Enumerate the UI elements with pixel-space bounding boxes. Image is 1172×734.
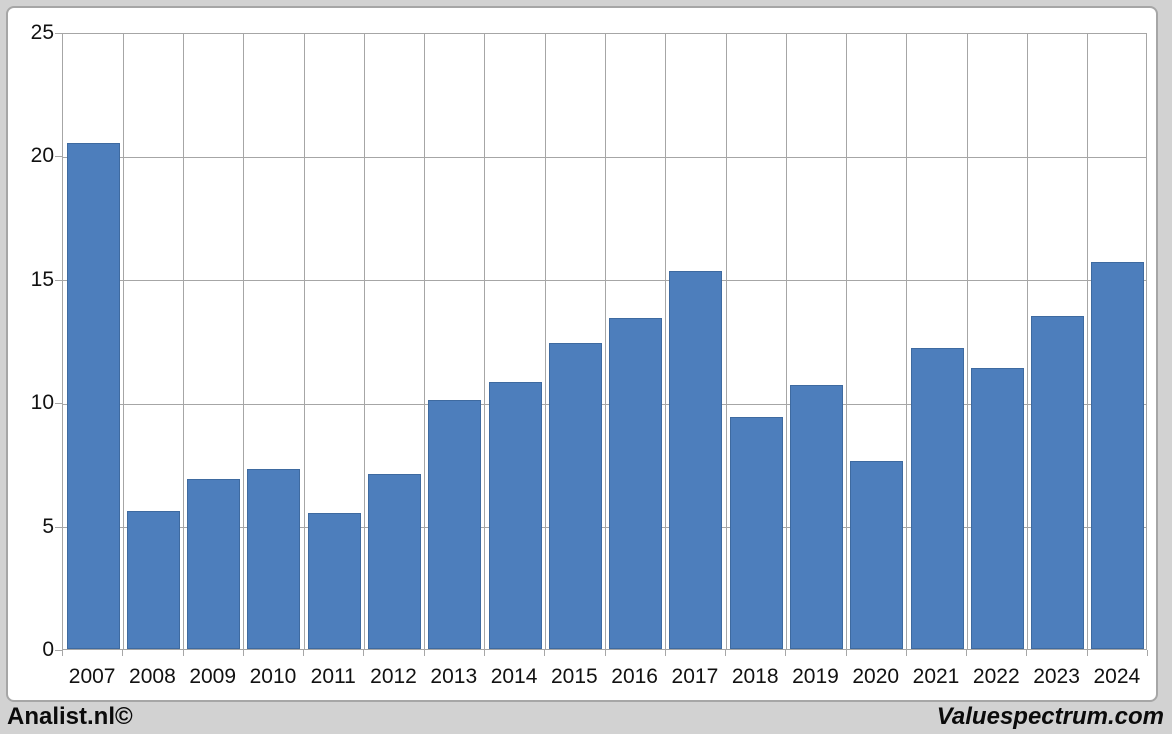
y-axis-tick-mark	[55, 33, 62, 34]
bar-2024	[1091, 261, 1145, 649]
x-axis-tick-label: 2020	[852, 665, 900, 688]
gridline-vertical	[906, 34, 908, 649]
y-axis-tick-label: 5	[42, 514, 54, 538]
bar-2010	[247, 468, 301, 649]
y-axis-tick-label: 20	[30, 144, 54, 168]
y-axis-tick-mark	[55, 156, 62, 158]
y-axis-tick-mark	[55, 279, 62, 281]
gridline-horizontal	[63, 527, 1146, 529]
bar-2015	[548, 342, 602, 649]
x-axis-tick-mark	[483, 650, 485, 656]
footer-bar: Analist.nl© Valuespectrum.com	[0, 701, 1172, 734]
x-axis-tick-mark	[966, 650, 968, 656]
bar-2017	[669, 271, 723, 649]
x-axis-tick-mark	[363, 650, 365, 656]
x-axis-tick-mark	[182, 650, 184, 656]
x-axis-tick-mark	[303, 650, 305, 656]
gridline-vertical	[665, 34, 667, 649]
x-axis-tick-mark	[905, 650, 907, 656]
x-axis-tick-mark	[785, 650, 787, 656]
y-axis-tick-mark	[55, 526, 62, 528]
gridline-vertical	[183, 34, 185, 649]
bar-2012	[368, 473, 422, 649]
bar-2021	[910, 347, 964, 649]
x-axis-tick-mark	[1147, 650, 1148, 656]
plot-area	[62, 33, 1147, 650]
gridline-horizontal	[63, 280, 1146, 282]
bar-2008	[126, 510, 180, 649]
x-axis-tick-mark	[725, 650, 727, 656]
y-axis-tick-label: 10	[30, 391, 54, 415]
x-axis-tick-label: 2016	[611, 665, 658, 688]
bar-2009	[187, 478, 241, 649]
x-axis-tick-mark	[122, 650, 124, 656]
x-axis-tick-label: 2021	[912, 665, 960, 688]
bar-2016	[609, 318, 663, 649]
gridline-vertical	[544, 34, 546, 649]
bar-2011	[307, 513, 361, 649]
x-axis-tick-mark	[242, 650, 244, 656]
gridline-vertical	[424, 34, 426, 649]
footer-right-brand: Valuespectrum.com	[936, 703, 1164, 730]
gridline-vertical	[484, 34, 486, 649]
x-axis-tick-label: 2015	[550, 665, 598, 688]
y-axis-tick-label: 0	[42, 638, 54, 661]
x-axis-tick-label: 2024	[1093, 665, 1141, 688]
x-axis-tick-label: 2012	[370, 665, 417, 688]
bar-2020	[850, 461, 904, 649]
gridline-vertical	[1087, 34, 1089, 649]
x-axis-tick-label: 2014	[490, 665, 538, 688]
gridline-vertical	[303, 34, 305, 649]
bar-2019	[789, 384, 843, 649]
y-axis-tick-mark	[55, 650, 62, 651]
x-axis-tick-mark	[845, 650, 847, 656]
gridline-horizontal	[63, 403, 1146, 405]
x-axis-tick-mark	[423, 650, 425, 656]
gridline-vertical	[243, 34, 245, 649]
y-axis-tick-label: 15	[30, 267, 54, 291]
bar-2013	[428, 399, 482, 649]
bar-2007	[66, 143, 120, 649]
gridline-vertical	[122, 34, 124, 649]
x-axis-tick-label: 2011	[310, 665, 356, 688]
bar-2018	[729, 417, 783, 649]
x-axis-tick-mark	[604, 650, 606, 656]
y-axis-tick-label: 25	[30, 21, 54, 44]
x-axis-tick-label: 2022	[972, 665, 1020, 688]
footer-left-brand: Analist.nl©	[7, 703, 133, 730]
bar-2022	[970, 367, 1024, 649]
gridline-vertical	[785, 34, 787, 649]
x-axis-tick-mark	[1086, 650, 1088, 656]
x-axis-tick-label: 2007	[68, 665, 116, 688]
x-axis-tick-label: 2010	[249, 665, 297, 688]
x-axis-tick-mark	[1026, 650, 1028, 656]
gridline-vertical	[605, 34, 606, 649]
gridline-vertical	[725, 34, 727, 649]
y-axis-tick-mark	[55, 403, 62, 405]
x-axis-tick-mark	[62, 650, 63, 656]
gridline-vertical	[966, 34, 968, 649]
x-axis-tick-label: 2019	[792, 665, 839, 688]
gridline-vertical	[846, 34, 848, 649]
x-axis-tick-label: 2008	[129, 665, 176, 688]
chart-panel: 0 5 10 15 20 25 2007 2008 2009 2010 2011 2012 2013 20…	[6, 6, 1158, 702]
bar-2023	[1031, 315, 1085, 649]
x-axis-tick-mark	[664, 650, 666, 656]
x-axis-tick-label: 2023	[1033, 665, 1080, 688]
gridline-vertical	[1026, 34, 1028, 649]
x-axis-tick-label: 2013	[430, 665, 478, 688]
x-axis-tick-label: 2017	[671, 665, 719, 688]
gridline-vertical	[363, 34, 365, 649]
bar-2014	[488, 382, 542, 649]
gridline-horizontal	[63, 156, 1146, 158]
x-axis-tick-label: 2009	[189, 665, 237, 688]
x-axis-tick-mark	[544, 650, 546, 656]
x-axis-tick-label: 2018	[731, 665, 779, 688]
